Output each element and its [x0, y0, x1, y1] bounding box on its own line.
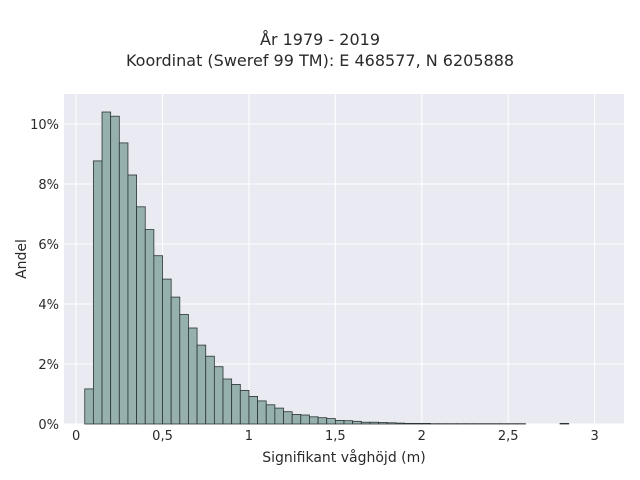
histogram-bar [222, 378, 233, 425]
chart-title-line-1: År 1979 - 2019 [260, 30, 380, 49]
histogram-bar [421, 422, 431, 425]
histogram-bar [343, 420, 354, 425]
histogram-bar [291, 413, 302, 425]
histogram-bar [110, 115, 120, 425]
histogram-bar [162, 278, 172, 425]
chart-title-line-2: Koordinat (Sweref 99 TM): E 468577, N 62… [125, 51, 515, 70]
histogram-bar [274, 407, 284, 425]
histogram-bar [136, 206, 146, 425]
histogram-bar [309, 416, 319, 425]
x-tick-label: 0 [72, 429, 80, 444]
histogram-bar [170, 296, 181, 425]
histogram-bar [213, 366, 224, 425]
histogram-bar [231, 383, 241, 425]
histogram-bar [153, 255, 163, 425]
histogram-bar [239, 389, 250, 425]
y-tick-label: 4% [38, 298, 59, 313]
y-tick-label: 2% [38, 358, 59, 373]
y-tick-label: 10% [30, 118, 59, 133]
x-tick-label: 1 [245, 429, 253, 444]
histogram-bar [369, 421, 379, 425]
histogram-bar [334, 419, 345, 425]
histogram-bar [196, 344, 207, 425]
histogram-bar [386, 422, 397, 425]
histogram-bar [248, 395, 258, 425]
x-tick-label: 1,5 [325, 429, 346, 444]
histogram-bar [205, 355, 215, 425]
histogram-bars [84, 111, 570, 425]
y-tick-label: 6% [38, 238, 59, 253]
x-tick-label: 0,5 [152, 429, 173, 444]
histogram-bar [84, 388, 94, 425]
histogram-bar [326, 418, 336, 425]
x-tick-label: 3 [590, 429, 598, 444]
histogram-bar [257, 400, 267, 425]
y-tick-label: 8% [38, 178, 59, 193]
histogram-bar [300, 414, 310, 425]
histogram-bar [144, 229, 155, 425]
histogram-bar [395, 422, 405, 425]
axis-ticks: 0 0,5 1 1,5 2 2,5 3 0% 2% 4% 6% 8% 10% [30, 118, 599, 444]
histogram-bar [352, 420, 362, 425]
histogram-bar [118, 142, 129, 425]
x-tick-label: 2,5 [498, 429, 519, 444]
histogram-bar [360, 421, 371, 425]
histogram-bar [265, 404, 276, 425]
histogram-bar [179, 314, 189, 425]
y-tick-label: 0% [38, 418, 59, 433]
histogram-bar [92, 160, 103, 425]
histogram-bar [188, 327, 198, 425]
histogram-bar [559, 422, 570, 425]
x-axis-label: Signifikant våghöjd (m) [262, 449, 425, 466]
y-axis-label: Andel [14, 239, 30, 279]
histogram-bar [412, 422, 423, 425]
histogram-bar [127, 174, 137, 425]
histogram-bar [283, 411, 293, 425]
histogram-bar [101, 111, 112, 425]
x-tick-label: 2 [418, 429, 426, 444]
histogram-bar [317, 417, 328, 425]
histogram-bar [378, 422, 388, 425]
histogram-bar [404, 422, 414, 425]
